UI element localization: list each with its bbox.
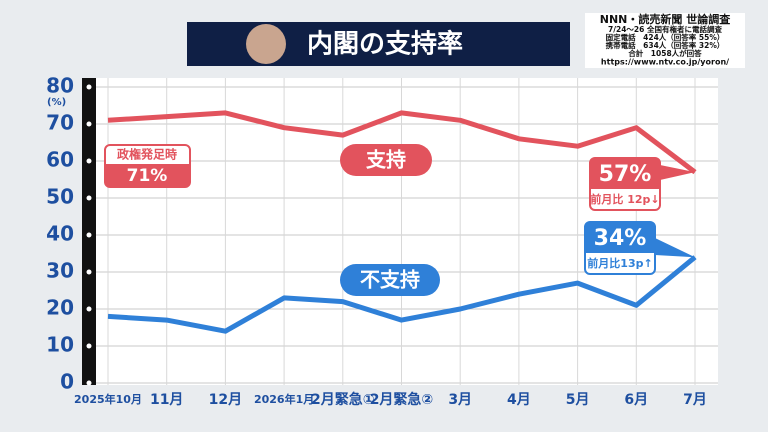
series-line xyxy=(107,255,697,334)
value-label: 34% xyxy=(594,226,647,251)
x-tick-label: 5月 xyxy=(566,392,590,408)
legend-label: 支持 xyxy=(366,148,406,172)
y-tick-label: 0 xyxy=(60,370,74,394)
x-tick-label: 2月緊急① xyxy=(311,391,375,408)
y-tick-label: 30 xyxy=(46,259,74,283)
callout xyxy=(660,165,695,180)
y-tick-label: 40 xyxy=(46,222,74,246)
x-tick-label: 12月 xyxy=(209,392,242,408)
x-tick-label: 2025年10月 xyxy=(74,392,142,406)
axis-bar xyxy=(82,78,96,385)
y-tick-label: 10 xyxy=(46,333,74,357)
source-box xyxy=(585,13,745,68)
x-tick-label: 7月 xyxy=(683,392,707,408)
x-tick-label: 4月 xyxy=(507,392,531,408)
y-tick-label: 50 xyxy=(46,185,74,209)
y-tick-label: 20 xyxy=(46,296,74,320)
axis-dot xyxy=(86,380,92,386)
annot-fill xyxy=(591,159,659,189)
y-tick-label: 80 xyxy=(46,74,74,98)
source-text: NNN・読売新聞 世論調査 xyxy=(600,12,730,26)
axis-dot xyxy=(86,84,92,90)
callout xyxy=(655,238,695,258)
source-text: 携帯電話 634人（回答率 32%） xyxy=(606,40,725,50)
axis-dot xyxy=(86,306,92,312)
axis-dot xyxy=(86,232,92,238)
chart-title: 内閣の支持率 xyxy=(307,29,463,60)
axis-dot xyxy=(86,269,92,275)
source-text: 合計 1058人が回答 xyxy=(628,48,702,58)
portrait xyxy=(246,24,286,64)
x-tick-label: 3月 xyxy=(448,392,472,408)
source-text: https://www.ntv.co.jp/yoron/ xyxy=(601,58,729,67)
annot-text: 政権発足時 xyxy=(117,147,177,162)
annot-fill xyxy=(586,223,654,253)
y-tick-label: 70 xyxy=(46,111,74,135)
value-label: 71% xyxy=(127,166,168,186)
value-label: 57% xyxy=(599,162,652,187)
axis-dot xyxy=(86,343,92,349)
annot-text: 前月比13p↑ xyxy=(587,256,652,270)
annot-text: 前月比 12p↓ xyxy=(590,192,659,206)
series-line xyxy=(107,110,697,175)
y-tick-label: 60 xyxy=(46,148,74,172)
annot-fill xyxy=(106,164,189,186)
x-tick-label: 6月 xyxy=(624,392,648,408)
legend-pill xyxy=(340,264,440,296)
x-tick-label: 2026年1月 xyxy=(254,392,314,406)
x-tick-label: 11月 xyxy=(150,392,183,408)
axis-dot xyxy=(86,121,92,127)
y-unit: (%) xyxy=(47,97,66,108)
source-text: 7/24〜26 全国有権者に電話調査 xyxy=(608,24,722,34)
source-text: 固定電話 424人（回答率 55%） xyxy=(606,32,725,42)
legend-pill xyxy=(340,144,432,176)
axis-dot xyxy=(86,195,92,201)
axis-dot xyxy=(86,158,92,164)
x-tick-label: 2月緊急② xyxy=(370,391,434,408)
legend-label: 不支持 xyxy=(360,268,420,292)
